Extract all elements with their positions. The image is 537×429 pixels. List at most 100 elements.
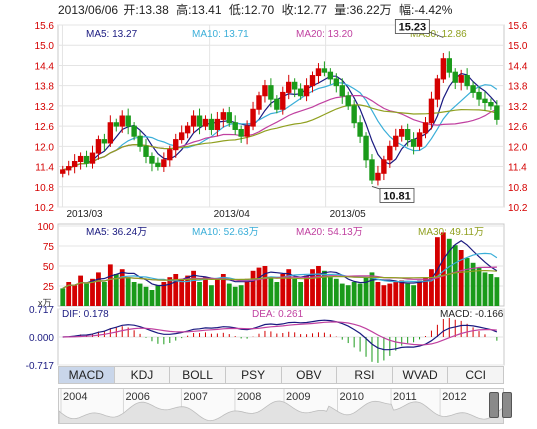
tab-psy[interactable]: PSY [226, 367, 282, 383]
tab-kdj[interactable]: KDJ [115, 367, 171, 383]
macd-tick: 0.000 [29, 333, 54, 344]
timeline-year-label: 2012 [442, 391, 466, 403]
price-tick-left: 10.8 [35, 183, 55, 194]
candle-body [339, 85, 345, 97]
volume-bar [244, 278, 250, 306]
macd-tick: 0.717 [29, 305, 54, 316]
volume-bar [452, 245, 458, 306]
volume-bar [351, 282, 357, 306]
candle-body [428, 98, 435, 124]
tab-macd[interactable]: MACD [59, 367, 115, 383]
volume-bar [66, 282, 72, 306]
volume-bar [232, 286, 238, 306]
candle-body [113, 122, 119, 127]
quote-date: 2013/06/06 [58, 3, 118, 17]
price-tick-left: 14.4 [35, 61, 55, 72]
date-axis: 2013/03 2013/04 2013/05 [66, 209, 366, 220]
candle-body [274, 98, 280, 110]
timeline-right-handle[interactable] [502, 392, 512, 418]
tab-wvad[interactable]: WVAD [393, 367, 449, 383]
close-value: 12.77 [297, 3, 327, 17]
candle-body [167, 149, 173, 161]
candle-body [184, 125, 191, 134]
volume-bar [125, 277, 131, 306]
candle-body [309, 75, 316, 87]
volume-ma-legend-item: MA10: 52.63万 [192, 227, 259, 238]
volume-bar [375, 282, 381, 306]
macd-label: MACD: -0.166 [440, 309, 504, 320]
volume-bar [411, 285, 417, 306]
tab-obv[interactable]: OBV [282, 367, 338, 383]
quote-header: 2013/06/06 开:13.38 高:13.41 低:12.70 收:12.… [58, 2, 453, 17]
volume-axis: 100 75 50 25 [37, 222, 54, 293]
date-tick: 2013/04 [214, 209, 251, 220]
candle-body [297, 88, 304, 97]
volume-bar [78, 275, 83, 306]
volume-tick: 25 [43, 282, 55, 293]
volume-bar [143, 286, 149, 306]
volume-bar [256, 267, 262, 306]
candle-body [434, 78, 441, 100]
volume-bar [494, 277, 500, 306]
candle-body [333, 78, 340, 87]
volume-bars [60, 232, 500, 306]
candlesticks [60, 51, 500, 186]
macd-tick: -0.717 [26, 361, 55, 372]
price-ma-legend-item: MA10: 13.71 [192, 29, 249, 40]
tab-rsi[interactable]: RSI [337, 367, 393, 383]
candle-body [357, 122, 363, 137]
volume-bar [369, 272, 375, 306]
volume-bar [250, 270, 256, 306]
candle-body [89, 152, 96, 164]
volume-tick: 100 [37, 222, 54, 233]
dea-label: DEA: 0.261 [252, 309, 304, 320]
volume-tick: 50 [43, 262, 55, 273]
volume-bar [238, 285, 244, 306]
volume-bar [405, 283, 411, 306]
volume-bar [476, 267, 482, 306]
volume-bar [304, 275, 309, 306]
open-label: 开: [123, 3, 138, 17]
volume-bar [161, 282, 167, 306]
volume-bar [333, 278, 339, 306]
tab-boll[interactable]: BOLL [170, 367, 226, 383]
candle-body [60, 169, 66, 174]
price-tick-right: 13.8 [508, 82, 528, 93]
volume-bar [316, 266, 321, 306]
price-tick-left: 12.6 [35, 122, 55, 133]
price-tick-left: 10.2 [35, 203, 55, 214]
timeline-navigator[interactable]: 2004 2006 2007 2008 2009 2010 2011 2012 [58, 388, 504, 424]
volume-bar [470, 262, 476, 306]
timeline-year-label: 2006 [125, 391, 149, 403]
volume-bar [446, 238, 452, 306]
candle-body [470, 85, 476, 93]
timeline-year-label: 2009 [286, 391, 310, 403]
dea-line [62, 321, 497, 346]
volume-bar [90, 278, 95, 306]
candle-body [262, 85, 268, 97]
volume-bar [226, 283, 232, 306]
volume-ma-legend-item: MA30: 49.11万 [418, 227, 484, 238]
timeline-left-handle[interactable] [489, 392, 499, 418]
candle-body [488, 102, 494, 107]
price-tick-left: 11.4 [35, 163, 54, 174]
candle-body [226, 112, 232, 124]
volume-bar [113, 274, 119, 306]
candle-body [446, 58, 452, 73]
volume-bar [322, 270, 327, 306]
price-tick-right: 14.4 [508, 61, 528, 72]
candle-body [77, 155, 84, 162]
price-tick-right: 15.6 [508, 21, 528, 32]
tab-cci[interactable]: CCI [465, 368, 487, 382]
volume-unit: x万 [38, 298, 52, 308]
candle-body [303, 85, 310, 97]
price-ma-line [62, 104, 498, 171]
volume-ma-legend-item: MA5: 36.24万 [86, 227, 147, 238]
candle-body [369, 159, 375, 181]
candle-body [321, 68, 328, 73]
volume-bar [423, 277, 428, 306]
price-axis-left: 15.6 15.0 14.4 13.8 13.2 12.6 12.0 11.4 10.8 10.2 [35, 21, 55, 214]
high-label: 高: [176, 2, 191, 17]
candle-body [220, 112, 227, 120]
volume-bar [434, 237, 440, 306]
